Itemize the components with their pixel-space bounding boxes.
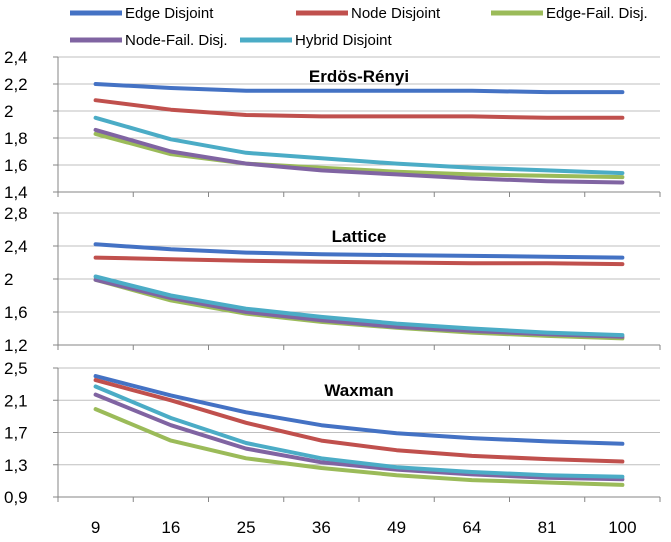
panel-1: 1,4 1,6 1,8 2 2,2 2,4 Erdös-Rényi <box>4 48 661 202</box>
legend-label: Node-Fail. Disj. <box>125 32 228 49</box>
y-tick-label: 2 <box>4 270 13 289</box>
series-line-node-disjoint <box>93 98 625 120</box>
series-line-edge-disjoint <box>93 374 625 446</box>
legend-label: Node Disjoint <box>351 5 441 22</box>
legend-label: Edge-Fail. Disj. <box>546 5 648 22</box>
series-line-edge-disjoint <box>93 242 625 260</box>
panel-title: Erdös-Rényi <box>309 67 409 86</box>
x-tick-label: 25 <box>237 518 256 537</box>
y-tick-label: 2,4 <box>4 48 28 67</box>
x-tick-label: 64 <box>462 518 481 537</box>
legend: Edge Disjoint Node Disjoint Edge-Fail. Dis… <box>70 5 648 49</box>
x-tick-label: 81 <box>538 518 557 537</box>
panel-3: 0,9 1,3 1,7 2,1 2,5 Waxman 9 16 25 36 49 64 81 100 <box>4 359 661 537</box>
x-tick-label: 9 <box>91 518 100 537</box>
series-line-node-disjoint <box>93 378 625 464</box>
series-line-edge-disjoint <box>93 82 625 95</box>
x-tick-label: 100 <box>608 518 636 537</box>
y-tick-label: 2,8 <box>4 204 28 223</box>
y-tick-label: 0,9 <box>4 488 28 507</box>
legend-label: Hybrid Disjoint <box>295 32 393 49</box>
series-line-edge-fail-disj <box>93 407 625 487</box>
y-tick-label: 1,4 <box>4 183 28 202</box>
series-line-edge-fail-disj <box>93 131 625 180</box>
y-tick-label: 1,8 <box>4 129 28 148</box>
series-line-hybrid-disjoint <box>93 115 625 176</box>
y-tick-label: 2,5 <box>4 359 28 378</box>
panel-title: Lattice <box>332 227 387 246</box>
panel-title: Waxman <box>324 381 393 400</box>
y-tick-label: 1,2 <box>4 336 28 355</box>
panel-2: 1,2 1,6 2 2,4 2,8 Lattice <box>4 204 661 355</box>
series-line-node-fail-disj <box>93 277 625 339</box>
x-tick-label: 36 <box>312 518 331 537</box>
series-line-edge-fail-disj <box>93 277 625 341</box>
y-tick-label: 1,6 <box>4 156 28 175</box>
x-tick-label: 49 <box>387 518 406 537</box>
series-line-hybrid-disjoint <box>93 384 625 479</box>
x-tick-label: 16 <box>161 518 180 537</box>
y-tick-label: 1,3 <box>4 456 28 475</box>
y-tick-label: 2,4 <box>4 237 28 256</box>
y-tick-label: 2 <box>4 102 13 121</box>
y-tick-label: 1,7 <box>4 424 28 443</box>
legend-label: Edge Disjoint <box>125 5 214 22</box>
y-tick-label: 1,6 <box>4 303 28 322</box>
y-tick-label: 2,2 <box>4 75 28 94</box>
series-line-node-fail-disj <box>93 392 625 482</box>
series-line-node-disjoint <box>93 255 625 267</box>
y-tick-label: 2,1 <box>4 391 28 410</box>
series-line-hybrid-disjoint <box>93 274 625 338</box>
series-line-node-fail-disj <box>93 127 625 185</box>
